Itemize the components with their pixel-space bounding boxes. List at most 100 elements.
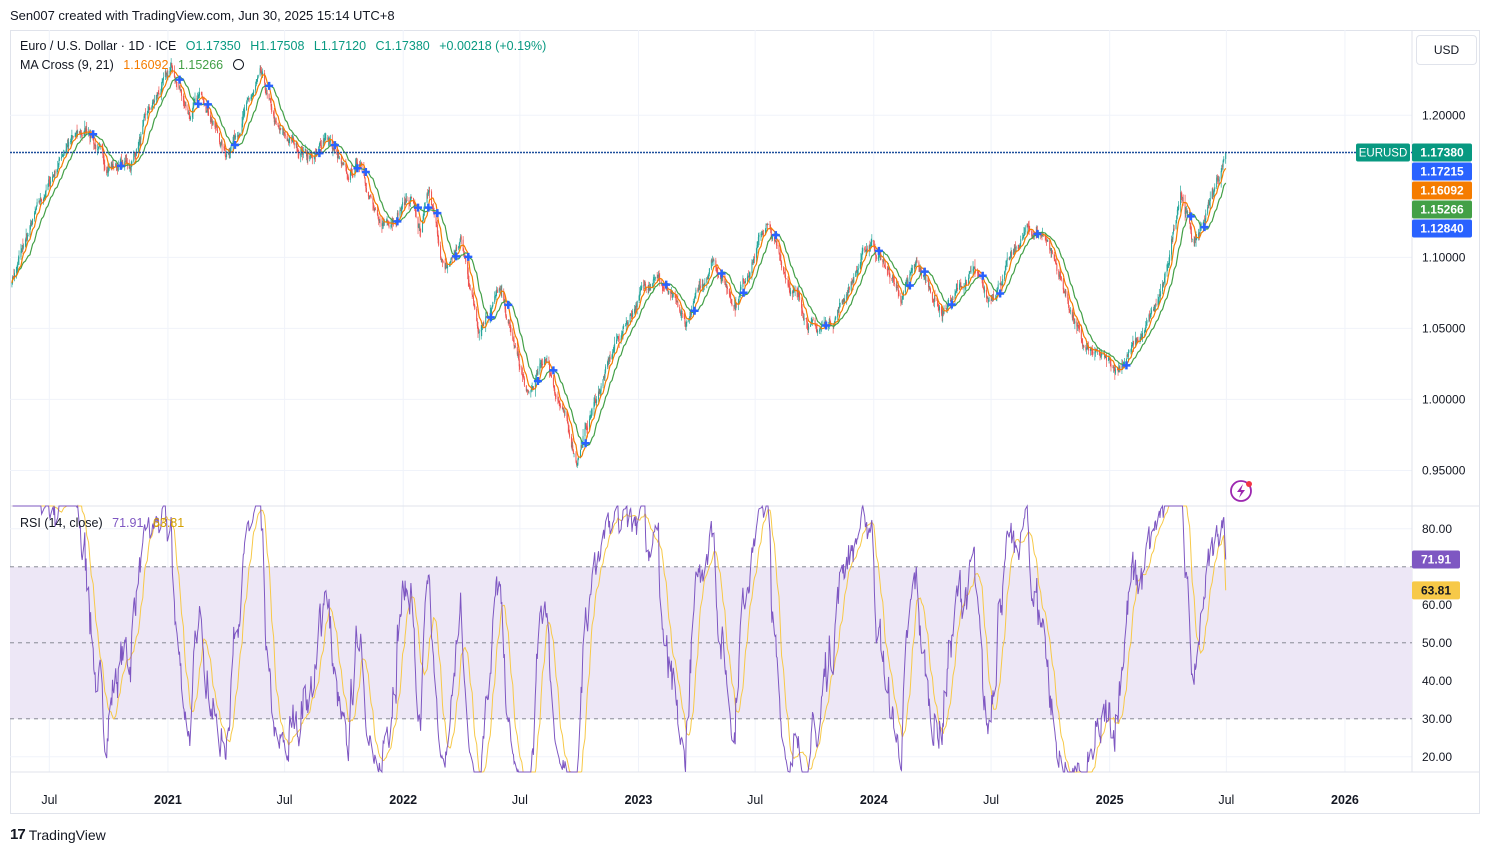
candle-body (166, 73, 168, 77)
time-tick-label: Jul (277, 793, 293, 807)
candle-body (328, 138, 330, 140)
candle-body (616, 338, 618, 340)
candle-body (32, 218, 34, 224)
candle-body (1108, 358, 1110, 361)
candle-body (468, 279, 470, 286)
candle-body (26, 236, 28, 240)
candle-body (311, 157, 313, 159)
eye-off-icon[interactable] (232, 59, 244, 70)
candle-body (707, 276, 709, 279)
candle-body (210, 120, 212, 122)
candle-body (387, 222, 389, 226)
candle-body (278, 128, 280, 131)
candle-body (879, 255, 881, 257)
candle-body (1214, 187, 1216, 189)
candle-body (247, 98, 249, 100)
candle-body (521, 366, 523, 375)
candle-body (812, 319, 814, 322)
symbol-legend: Euro / U.S. Dollar · 1D · ICE O1.17350 H… (20, 39, 552, 53)
candle-body (266, 93, 268, 95)
candle-body (725, 284, 727, 286)
candle-body (995, 297, 997, 299)
candle-body (798, 293, 800, 297)
candle-body (244, 109, 246, 115)
candle-body (640, 288, 642, 290)
candle-body (945, 308, 947, 310)
candle-body (960, 286, 962, 288)
candle-body (860, 259, 862, 265)
candle-body (521, 374, 523, 376)
candle-body (1143, 331, 1145, 333)
candle-body (269, 98, 271, 101)
ma-cross-marker (433, 209, 442, 218)
candle-body (1207, 207, 1209, 214)
candle-body (75, 130, 77, 135)
candle-body (788, 285, 790, 287)
candle-body (969, 271, 971, 273)
candle-body (614, 343, 616, 350)
candle-body (1173, 228, 1175, 230)
candle-body (694, 297, 696, 302)
candle-body (677, 301, 679, 308)
symbol-title[interactable]: Euro / U.S. Dollar · 1D · ICE (20, 39, 177, 53)
candle-body (1064, 290, 1066, 294)
candle-body (715, 260, 717, 268)
candle-body (893, 277, 895, 283)
rsi-legend: RSI (14, close) 71.91 63.81 (20, 516, 190, 530)
candle-body (277, 122, 279, 127)
candle-body (937, 300, 939, 306)
candle-body (802, 312, 804, 317)
candle-body (963, 286, 965, 290)
candles (11, 58, 1227, 469)
rsi-tick-label: 20.00 (1422, 750, 1452, 764)
candle-body (864, 248, 866, 250)
candle-body (202, 99, 204, 101)
time-tick-label: 2021 (154, 793, 182, 807)
alert-icon[interactable] (1230, 480, 1252, 502)
candle-body (436, 224, 438, 234)
candle-body (251, 94, 253, 96)
candle-body (1054, 258, 1056, 261)
candle-body (772, 236, 774, 240)
candle-body (1216, 177, 1218, 188)
ma-fast-line (11, 70, 1227, 458)
candle-body (806, 321, 808, 327)
candle-body (137, 146, 139, 150)
candle-body (419, 226, 421, 229)
ma-title[interactable]: MA Cross (9, 21) (20, 58, 114, 72)
candle-body (587, 428, 589, 430)
candle-body (638, 295, 640, 301)
candle-body (165, 71, 167, 75)
candle-body (582, 436, 584, 442)
candle-body (571, 445, 573, 447)
candle-body (108, 168, 110, 172)
candle-body (147, 110, 149, 114)
rsi-tick-label: 60.00 (1422, 598, 1452, 612)
candle-body (916, 260, 918, 263)
candle-body (808, 326, 810, 330)
candle-body (264, 73, 266, 83)
candle-body (99, 144, 101, 146)
rsi-title[interactable]: RSI (14, close) (20, 516, 103, 530)
candle-body (744, 281, 746, 283)
candle-body (356, 162, 358, 165)
candle-body (171, 63, 173, 67)
ma-slow-line (11, 76, 1227, 447)
candle-body (939, 306, 941, 311)
ma-cross-marker (874, 246, 883, 255)
currency-button[interactable]: USD (1416, 35, 1477, 65)
candle-body (369, 195, 371, 197)
candle-body (904, 284, 906, 293)
candle-body (255, 85, 257, 91)
candle-body (1107, 360, 1109, 361)
candle-body (918, 262, 920, 268)
candle-body (140, 134, 142, 140)
candle-body (25, 236, 27, 240)
candle-body (149, 107, 151, 110)
candle-body (720, 278, 722, 282)
candle-body (1140, 337, 1142, 339)
candle-body (600, 386, 602, 392)
candle-body (54, 171, 56, 174)
candle-body (543, 360, 545, 365)
